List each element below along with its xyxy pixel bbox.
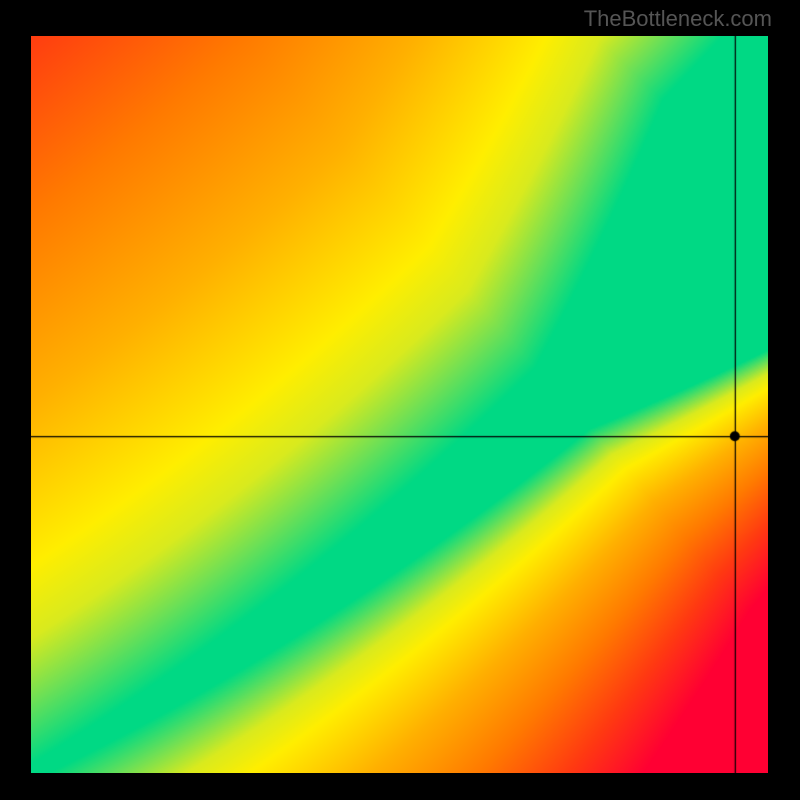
attribution-label: TheBottleneck.com	[584, 6, 772, 32]
chart-frame: TheBottleneck.com	[0, 0, 800, 800]
heatmap-canvas	[31, 36, 768, 773]
